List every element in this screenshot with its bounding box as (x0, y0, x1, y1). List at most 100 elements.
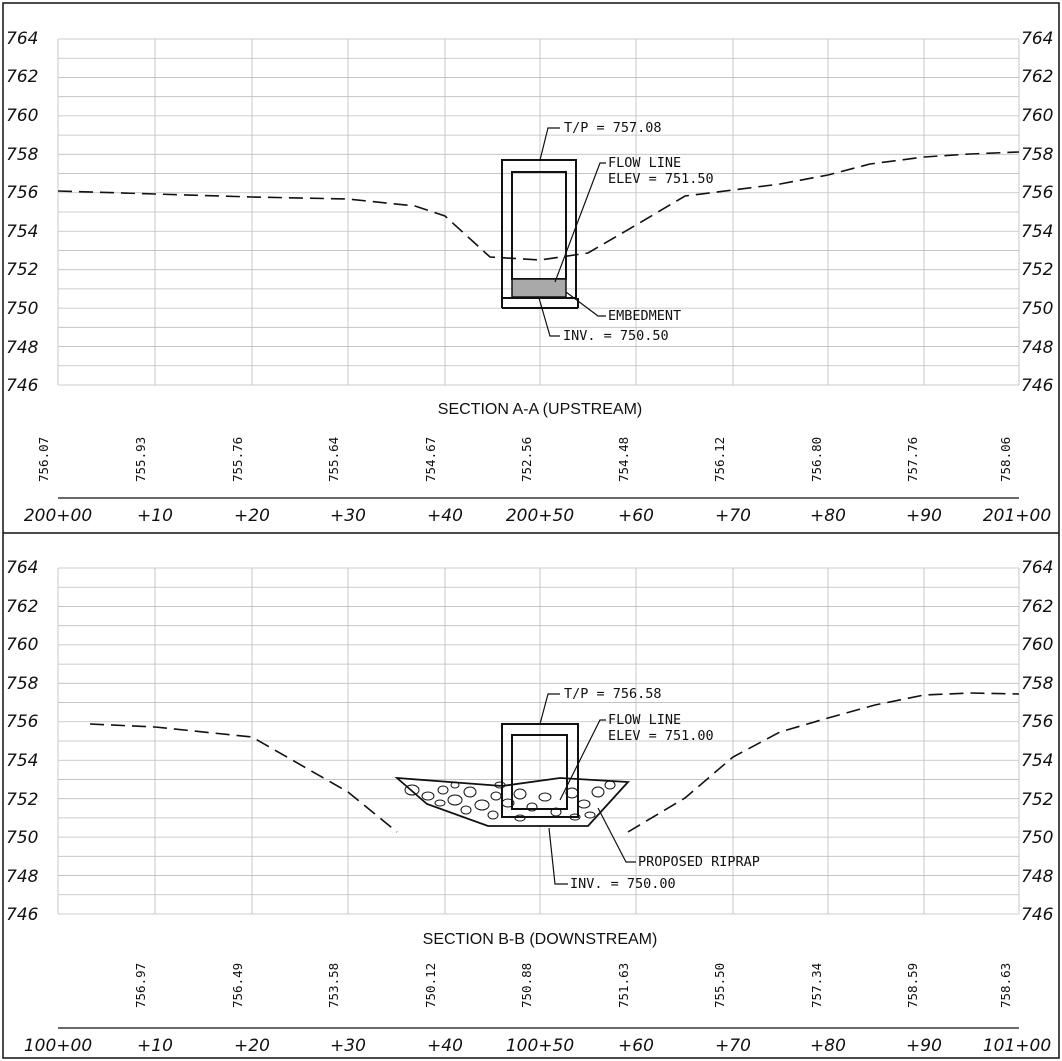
elev-label: 748 (6, 867, 39, 887)
elev-label: 760 (1021, 635, 1053, 655)
station-label: +20 (234, 1036, 270, 1056)
ground-value: 752.56 (519, 437, 534, 482)
ground-value: 756.97 (133, 963, 148, 1008)
elev-label: 760 (6, 106, 38, 126)
elev-label: 764 (1021, 29, 1053, 49)
elev-label: 760 (1021, 106, 1053, 126)
elev-label: 752 (1021, 260, 1053, 280)
section-a: 764 762 760 758 756 754 752 750 748 746 … (6, 29, 1054, 526)
invert-callout: INV. = 750.00 (570, 876, 676, 892)
section-b: 764 762 760 758 756 754 752 750 748 746 … (6, 558, 1054, 1056)
station-label: +90 (906, 1036, 942, 1056)
section-b-ground-values: 756.97 756.49 753.58 750.12 750.88 751.6… (133, 963, 1013, 1008)
elev-label: 748 (6, 338, 39, 358)
section-a-station-labels: 200+00 +10 +20 +30 +40 200+50 +60 +70 +8… (24, 506, 1051, 526)
elev-label: 750 (6, 299, 38, 319)
embedment-callout: EMBEDMENT (608, 308, 681, 324)
section-b-elevation-labels-left: 764 762 760 758 756 754 752 750 748 746 (6, 558, 39, 925)
ground-value: 750.88 (519, 963, 534, 1008)
riprap-stone (447, 794, 463, 806)
section-a-grid (57, 38, 1020, 386)
ground-value: 756.12 (712, 437, 727, 482)
station-label: 200+00 (24, 506, 92, 526)
station-label: 100+00 (24, 1036, 92, 1056)
elev-label: 754 (6, 751, 38, 771)
section-a-elevation-labels-right: 764 762 760 758 756 754 752 750 748 746 (1021, 29, 1054, 396)
station-label: 200+50 (506, 506, 574, 526)
elev-label: 746 (6, 376, 39, 396)
flow-line-callout: FLOW LINE (608, 155, 681, 171)
elev-label: 756 (1021, 712, 1054, 732)
elev-label: 752 (1021, 790, 1053, 810)
elev-label: 762 (6, 597, 38, 617)
elev-label: 764 (6, 29, 38, 49)
elev-label: 758 (6, 674, 39, 694)
riprap-stone (487, 810, 499, 820)
ground-value: 755.76 (230, 437, 245, 482)
section-b-elevation-labels-right: 764 762 760 758 756 754 752 750 748 746 (1021, 558, 1054, 925)
elev-label: 764 (1021, 558, 1053, 578)
elev-label: 750 (1021, 828, 1053, 848)
station-label: +90 (906, 506, 942, 526)
riprap-stone (463, 786, 477, 798)
riprap-stone (434, 799, 446, 807)
riprap-stone (513, 788, 527, 800)
elev-label: 752 (6, 790, 38, 810)
elev-label: 762 (1021, 597, 1053, 617)
elev-label: 750 (1021, 299, 1053, 319)
ground-value: 756.80 (809, 437, 824, 482)
riprap-stone (526, 802, 538, 812)
elev-label: 758 (1021, 674, 1054, 694)
station-label: +60 (618, 506, 654, 526)
ground-value: 757.34 (809, 963, 824, 1008)
ground-value: 758.63 (998, 963, 1013, 1008)
ground-value: 755.64 (326, 437, 341, 482)
ground-value: 751.63 (616, 963, 631, 1008)
elev-label: 748 (1021, 338, 1054, 358)
elev-label: 748 (1021, 867, 1054, 887)
riprap-stone (494, 781, 506, 789)
ground-profile-line (627, 692, 1020, 833)
section-a-elevation-labels-left: 764 762 760 758 756 754 752 750 748 746 (6, 29, 39, 396)
station-label: +10 (137, 506, 173, 526)
station-label: 100+50 (506, 1036, 574, 1056)
elev-label: 754 (6, 222, 38, 242)
invert-callout: INV. = 750.50 (563, 328, 669, 344)
flow-line-callout: FLOW LINE (608, 712, 681, 728)
station-label: +60 (618, 1036, 654, 1056)
ground-value: 756.07 (36, 437, 51, 482)
elev-label: 752 (6, 260, 38, 280)
riprap-stone (538, 792, 552, 802)
ground-value: 757.76 (905, 437, 920, 482)
elev-label: 754 (1021, 222, 1053, 242)
elev-label: 746 (1021, 376, 1054, 396)
flow-line-elev-callout: ELEV = 751.00 (608, 728, 714, 744)
ground-value: 754.67 (423, 437, 438, 482)
station-label: +80 (810, 1036, 846, 1056)
flow-line-elev-callout: ELEV = 751.50 (608, 171, 714, 187)
station-label: 201+00 (983, 506, 1051, 526)
elev-label: 762 (1021, 67, 1053, 87)
section-b-leaders (539, 693, 636, 885)
top-of-pipe-callout: T/P = 756.58 (564, 686, 662, 702)
section-a-title: SECTION A-A (UPSTREAM) (438, 401, 642, 418)
riprap-stone (591, 786, 605, 798)
station-label: +30 (330, 506, 366, 526)
section-a-leaders (538, 127, 606, 337)
riprap-stone (404, 784, 420, 796)
ground-value: 753.58 (326, 963, 341, 1008)
riprap-stone (450, 781, 460, 789)
station-label: +40 (427, 1036, 463, 1056)
riprap-stone (604, 780, 616, 790)
station-label: +70 (715, 506, 751, 526)
embedment-fill (511, 278, 567, 298)
elev-label: 756 (6, 183, 39, 203)
riprap-callout: PROPOSED RIPRAP (638, 854, 760, 870)
station-label: +10 (137, 1036, 173, 1056)
station-label: +80 (810, 506, 846, 526)
riprap-stone (460, 805, 472, 815)
ground-profile-line (89, 723, 398, 833)
station-label: 101+00 (983, 1036, 1051, 1056)
